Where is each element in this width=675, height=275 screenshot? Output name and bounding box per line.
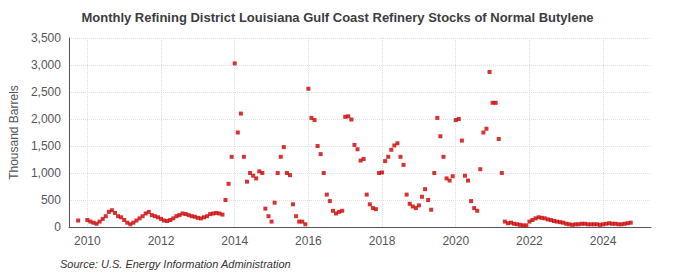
svg-text:2,000: 2,000 [31, 112, 61, 126]
svg-text:2022: 2022 [516, 234, 543, 248]
svg-text:Source: U.S. Energy Informatio: Source: U.S. Energy Information Administ… [60, 258, 291, 270]
svg-text:1,500: 1,500 [31, 139, 61, 153]
svg-text:Thousand Barrels: Thousand Barrels [7, 85, 21, 180]
svg-text:2010: 2010 [74, 234, 101, 248]
svg-text:2014: 2014 [221, 234, 248, 248]
svg-text:2024: 2024 [590, 234, 617, 248]
svg-text:0: 0 [54, 220, 61, 234]
svg-text:1,000: 1,000 [31, 166, 61, 180]
svg-text:500: 500 [41, 193, 61, 207]
svg-text:Monthly Refining District Loui: Monthly Refining District Louisiana Gulf… [81, 10, 593, 25]
svg-text:2012: 2012 [148, 234, 175, 248]
svg-text:3,000: 3,000 [31, 58, 61, 72]
svg-text:2020: 2020 [442, 234, 469, 248]
svg-text:2016: 2016 [295, 234, 322, 248]
svg-text:3,500: 3,500 [31, 31, 61, 45]
svg-text:2,500: 2,500 [31, 85, 61, 99]
svg-text:2018: 2018 [369, 234, 396, 248]
